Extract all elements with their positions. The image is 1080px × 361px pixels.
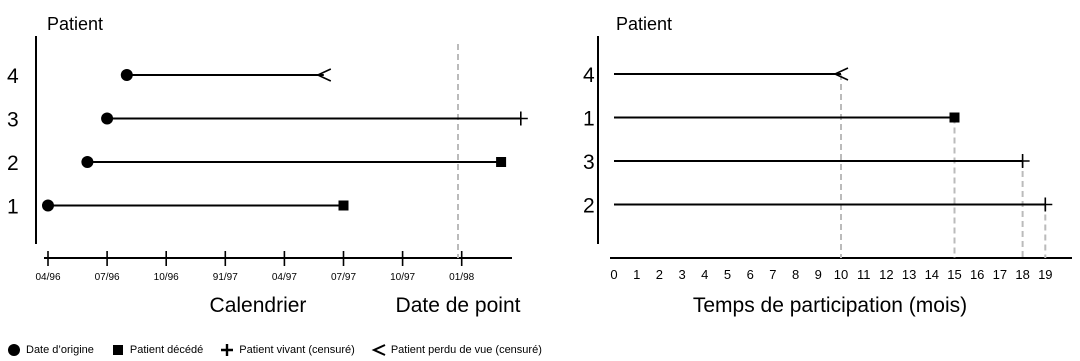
right-x-tick-label: 8: [792, 267, 799, 282]
legend-label: Patient perdu de vue (censuré): [390, 344, 542, 356]
right-patient-label: 2: [583, 195, 595, 218]
figure: Patient 04/96 07/96 10/96 91/97 04/97 07/97 10…: [7, 14, 1072, 317]
legend-label: Patient vivant (censuré): [239, 344, 355, 356]
legend-item: Patient décédé: [110, 342, 203, 358]
perdu-marker: [315, 68, 332, 82]
left-x-axis-label: Calendrier: [210, 294, 307, 317]
right-x-tick-label: 7: [769, 267, 776, 282]
legend-item: Patient perdu de vue (censuré): [371, 342, 542, 358]
legend: Date d’origine Patient décédé Patient viva…: [6, 340, 558, 360]
right-x-tick-label: 13: [902, 267, 916, 282]
right-x-tick-label: 17: [993, 267, 1007, 282]
right-patient-label: 1: [583, 108, 595, 131]
right-x-tick-label: 14: [925, 267, 939, 282]
right-x-tick-label: 4: [701, 267, 708, 282]
left-y-axis-label: Patient: [47, 14, 103, 34]
origin-marker: [120, 69, 133, 81]
right-x-tick-label: 9: [815, 267, 822, 282]
left-patient-label: 1: [7, 196, 19, 219]
right-x-tick-label: 6: [747, 267, 754, 282]
origin-marker: [81, 156, 94, 168]
right-x-tick-label: 18: [1015, 267, 1029, 282]
left-panel: Patient 04/96 07/96 10/96 91/97 04/97 07/97 10…: [7, 14, 528, 317]
right-x-axis-label: Temps de participation (mois): [693, 294, 967, 317]
right-patient-label: 4: [583, 64, 595, 87]
deces-marker: [949, 112, 960, 123]
right-x-tick-label: 1: [633, 267, 640, 282]
left-x-tick-label: 91/97: [213, 272, 238, 283]
right-x-tick-label: 5: [724, 267, 731, 282]
left-patient-label: 3: [7, 109, 19, 132]
legend-plus-icon: [219, 342, 235, 358]
left-x-tick-label: 01/98: [449, 272, 474, 283]
left-x-tick-label: 07/97: [331, 272, 356, 283]
right-x-tick-label: 19: [1038, 267, 1052, 282]
left-patient-label: 2: [7, 152, 19, 175]
right-x-tick-label: 10: [834, 267, 848, 282]
perdu-marker: [833, 67, 849, 81]
right-y-axis-label: Patient: [616, 14, 672, 34]
legend-item: Date d’origine: [6, 342, 94, 358]
origin-marker: [101, 112, 114, 125]
right-patient-label: 3: [583, 151, 595, 174]
origin-marker: [42, 199, 54, 212]
legend-label: Patient décédé: [129, 344, 204, 356]
deces-marker: [496, 157, 507, 167]
right-x-tick-label: 11: [857, 267, 871, 282]
right-x-tick-label: 15: [947, 267, 961, 282]
legend-circle-icon: [6, 342, 22, 358]
deces-marker: [338, 200, 349, 211]
legend-label: Date d’origine: [26, 344, 94, 356]
vivant-marker: [1015, 154, 1030, 168]
vivant-marker: [513, 111, 528, 126]
left-x-tick-label: 10/96: [154, 272, 179, 283]
legend-chevron-icon: [371, 342, 387, 358]
right-x-tick-label: 12: [879, 267, 893, 282]
left-x-tick-label: 04/97: [272, 272, 297, 283]
legend-square-icon: [110, 342, 126, 358]
left-x-tick-label: 10/97: [390, 272, 415, 283]
point-date-label: Date de point: [396, 294, 521, 317]
vivant-marker: [1038, 197, 1053, 212]
right-x-tick-label: 0: [610, 267, 617, 282]
right-x-tick-label: 16: [970, 267, 984, 282]
left-x-tick-label: 07/96: [95, 272, 120, 283]
right-x-tick-label: 3: [678, 267, 685, 282]
legend-item: Patient vivant (censuré): [219, 342, 355, 358]
left-x-tick-label: 04/96: [35, 272, 60, 283]
right-x-tick-label: 2: [656, 267, 663, 282]
left-patient-label: 4: [7, 65, 19, 88]
